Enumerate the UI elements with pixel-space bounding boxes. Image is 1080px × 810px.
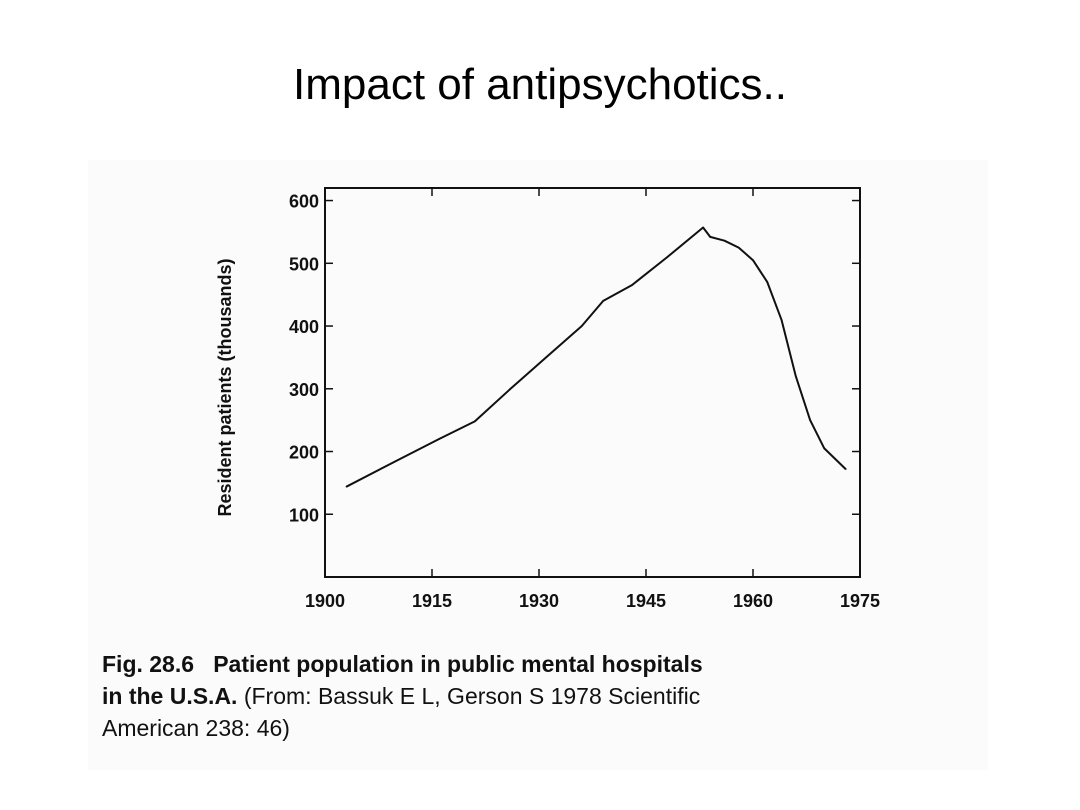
data-point: [795, 375, 797, 378]
y-tick-label: 300: [289, 380, 319, 400]
data-point: [666, 256, 669, 258]
data-point: [702, 226, 704, 229]
caption-line-2: in the U.S.A. (From: Bassuk E L, Gerson …: [102, 680, 982, 712]
line-chart: 1900 1915 1930 1945 1960 1975 100 200 300 400 500…: [215, 187, 880, 611]
caption-title-part2: in the U.S.A.: [102, 683, 238, 709]
y-tick-label: 600: [289, 192, 319, 212]
slide-title: Impact of antipsychotics..: [293, 60, 787, 109]
data-point: [723, 239, 726, 242]
figure-panel: 1900 1915 1930 1945 1960 1975 100 200 300 400 500…: [88, 160, 988, 770]
data-point: [345, 485, 348, 488]
y-tick-label: 200: [289, 443, 319, 463]
data-point: [766, 281, 769, 283]
y-tick-label: 400: [289, 317, 319, 337]
data-point: [581, 325, 583, 327]
data-point: [737, 246, 740, 249]
plot-frame: [324, 187, 861, 578]
data-point: [709, 236, 711, 238]
data-point: [630, 284, 633, 287]
data-point: [752, 259, 754, 261]
data-point: [438, 438, 440, 440]
figure-label: Fig. 28.6: [102, 651, 195, 677]
caption-title-part1: Patient population in public mental hosp…: [213, 651, 703, 677]
data-point: [823, 447, 826, 450]
data-point: [545, 356, 547, 359]
x-tick-label: 1930: [519, 591, 559, 611]
caption-source-part1: (From: Bassuk E L, Gerson S 1978 Scienti…: [243, 683, 701, 709]
data-point: [780, 318, 783, 321]
y-axis-label: Resident patients (thousands): [215, 258, 235, 516]
y-tick-label: 100: [289, 505, 319, 525]
data-point: [509, 387, 512, 390]
data-point: [602, 300, 604, 302]
y-tick-label: 500: [289, 254, 319, 274]
x-axis: 1900 1915 1930 1945 1960 1975: [305, 188, 880, 611]
caption-line-1: Fig. 28.6 Patient population in public m…: [102, 648, 982, 680]
data-point: [474, 420, 476, 423]
x-tick-label: 1915: [412, 591, 452, 611]
figure-caption: Fig. 28.6 Patient population in public m…: [102, 648, 982, 744]
series-line: [345, 226, 847, 488]
x-tick-label: 1960: [733, 591, 773, 611]
caption-source-part2: American 238: 46): [102, 715, 290, 741]
x-tick-label: 1900: [305, 591, 345, 611]
data-point: [844, 468, 847, 470]
data-point: [395, 460, 398, 462]
data-point: [809, 419, 811, 421]
caption-line-3: American 238: 46): [102, 712, 982, 744]
y-axis: 100 200 300 400 500 600: [289, 192, 860, 525]
x-tick-label: 1945: [626, 591, 666, 611]
x-tick-label: 1975: [840, 591, 880, 611]
data-points: [345, 226, 847, 488]
